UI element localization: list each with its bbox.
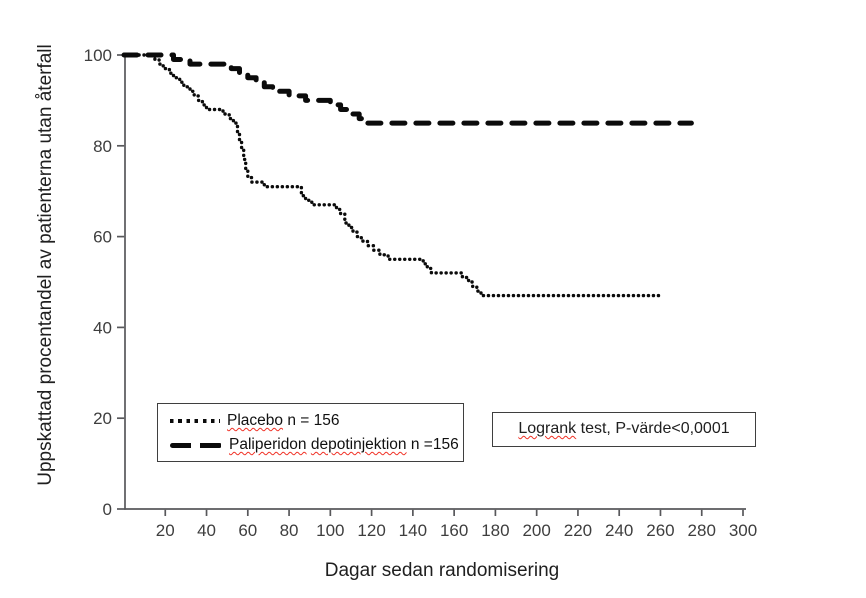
x-tick-label: 220 [564,521,592,540]
logrank-annotation-box: Logrank test, P-värde<0,0001 [492,412,756,447]
x-tick-label: 280 [688,521,716,540]
legend-item-paliperidon: Paliperidon depotinjektion n =156 [170,433,463,457]
x-tick-label: 80 [280,521,299,540]
y-tick-label: 60 [93,228,112,247]
legend-label-placebo: Placebo n = 156 [227,412,340,429]
x-tick-label: 100 [316,521,344,540]
legend: Placebo n = 156 Paliperidon depotinjekti… [157,403,464,462]
x-tick-label: 180 [481,521,509,540]
y-tick-label: 0 [103,500,112,519]
y-tick-label: 100 [84,46,112,65]
x-tick-label: 200 [522,521,550,540]
x-tick-label: 160 [440,521,468,540]
x-tick-label: 240 [605,521,633,540]
x-tick-label: 20 [156,521,175,540]
y-tick-label: 20 [93,409,112,428]
x-tick-label: 260 [646,521,674,540]
legend-item-placebo: Placebo n = 156 [170,409,463,433]
y-tick-label: 80 [93,137,112,156]
x-tick-label: 40 [197,521,216,540]
y-axis-title: Uppskattad procentandel av patienterna u… [35,44,56,486]
x-tick-label: 140 [399,521,427,540]
placebo-curve [122,53,665,298]
dashed-line-marker-icon [170,442,222,448]
x-tick-label: 60 [238,521,257,540]
x-tick-label: 300 [729,521,757,540]
x-axis-title: Dagar sedan randomisering [324,560,560,581]
y-tick-label: 40 [93,318,112,337]
paliperidon-curve [121,52,694,126]
legend-label-paliperidon: Paliperidon depotinjektion n =156 [229,436,459,453]
dotted-line-marker-icon [170,419,220,423]
x-tick-label: 120 [357,521,385,540]
